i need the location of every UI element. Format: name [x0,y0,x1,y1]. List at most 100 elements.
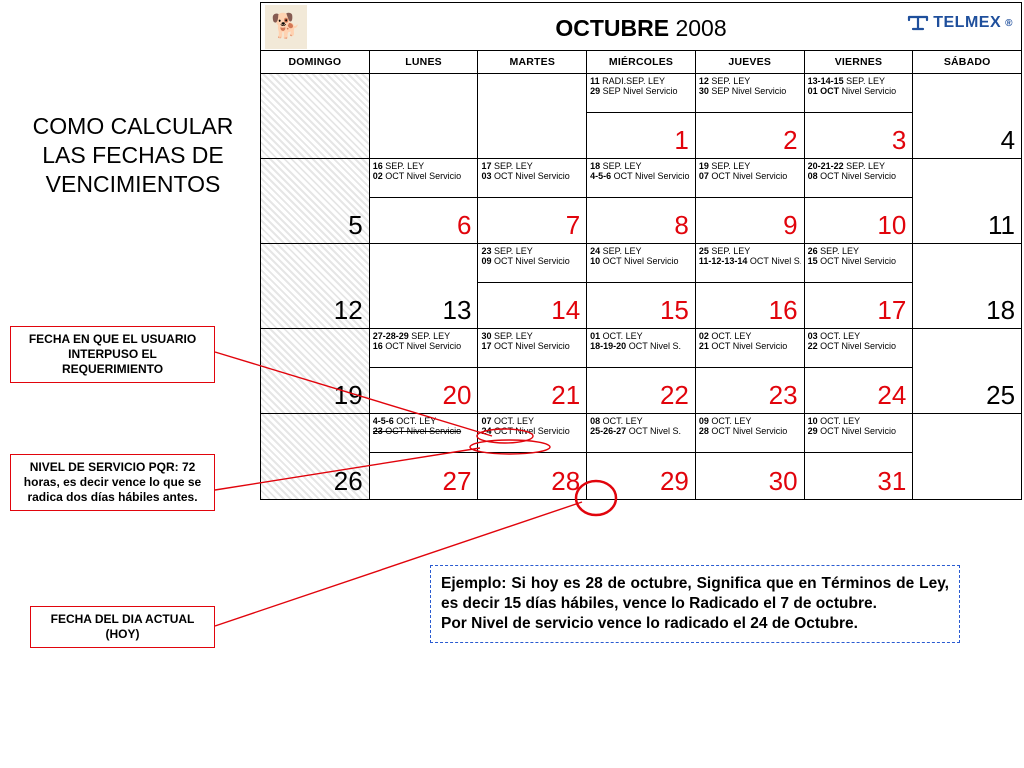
calendar-cell: 02 OCT. LEY21 OCT Nivel Servicio23 [696,329,805,413]
cell-note-2: 24 OCT Nivel Servicio [481,426,583,436]
calendar-cell: 18 [913,244,1021,328]
slide-root: COMO CALCULAR LAS FECHAS DE VENCIMIENTOS… [0,0,1024,768]
cell-note-1: 30 SEP. LEY [481,331,583,341]
calendar-cell: 09 OCT. LEY28 OCT Nivel Servicio 30 [696,414,805,499]
cell-notes: 02 OCT. LEY21 OCT Nivel Servicio [699,331,801,352]
day-number: 6 [457,210,471,241]
cell-notes: 16 SEP. LEY02 OCT Nivel Servicio [373,161,475,182]
cell-note-2: 16 OCT Nivel Servicio [373,341,475,351]
dayname-cell: JUEVES [696,51,805,73]
calendar-cell: 18 SEP. LEY4-5-6 OCT Nivel Servicio8 [587,159,696,243]
brand-text: TELMEX [933,14,1001,32]
day-number: 26 [334,466,363,497]
day-number: 15 [660,295,689,326]
example-line-1: Ejemplo: Si hoy es 28 de octubre, Signif… [441,574,949,614]
cell-notes: 27-28-29 SEP. LEY16 OCT Nivel Servicio [373,331,475,352]
cell-note-1: 02 OCT. LEY [699,331,801,341]
calendar-cell: 4-5-6 OCT. LEY23 OCT Nivel Servicio 27 [370,414,479,499]
cell-note-2: 02 OCT Nivel Servicio [373,171,475,181]
cell-note-1: 10 OCT. LEY [808,416,910,426]
cell-note-1: 26 SEP. LEY [808,246,910,256]
calendar-row: 5 16 SEP. LEY02 OCT Nivel Servicio 6 17 SEP… [261,159,1021,244]
calendar-cell: 25 [913,329,1021,413]
annotation-today: FECHA DEL DIA ACTUAL (HOY) [30,606,215,648]
calendar-row: 19 27-28-29 SEP. LEY16 OCT Nivel Servicio… [261,329,1021,414]
cell-note-2: 17 OCT Nivel Servicio [481,341,583,351]
cell-note-2: 29 SEP Nivel Servicio [590,86,692,96]
cell-note-2: 30 SEP Nivel Servicio [699,86,801,96]
cell-notes: 26 SEP. LEY15 OCT Nivel Servicio [808,246,910,267]
slide-title: COMO CALCULAR LAS FECHAS DE VENCIMIENTOS [8,112,258,198]
day-number: 4 [1001,125,1015,156]
example-box: Ejemplo: Si hoy es 28 de octubre, Signif… [430,565,960,643]
cell-notes: 01 OCT. LEY18-19-20 OCT Nivel S. [590,331,692,352]
cell-notes: 09 OCT. LEY28 OCT Nivel Servicio [699,416,801,437]
cell-note-2: 07 OCT Nivel Servicio [699,171,801,181]
cell-note-2: 01 OCT Nivel Servicio [808,86,910,96]
brand-icon [907,13,929,33]
calendar-cell: 16 SEP. LEY02 OCT Nivel Servicio 6 [370,159,479,243]
cell-note-2: 28 OCT Nivel Servicio [699,426,801,436]
cell-note-2: 09 OCT Nivel Servicio [481,256,583,266]
cell-note-1: 11 RADI.SEP. LEY [590,76,692,86]
calendar: 🐕 OCTUBRE 2008 TELMEX® DOMINGOLUNESMARTE… [260,2,1022,500]
calendar-cell: 23 SEP. LEY09 OCT Nivel Servicio 14 [478,244,587,328]
day-number: 24 [877,380,906,411]
calendar-cell: 26 SEP. LEY15 OCT Nivel Servicio17 [805,244,914,328]
cell-notes: 13-14-15 SEP. LEY01 OCT Nivel Servicio [808,76,910,97]
example-line-2: Por Nivel de servicio vence lo radicado … [441,614,949,634]
cell-note-1: 18 SEP. LEY [590,161,692,171]
calendar-row: 264-5-6 OCT. LEY23 OCT Nivel Servicio270… [261,414,1021,499]
day-number: 16 [769,295,798,326]
cell-note-1: 25 SEP. LEY [699,246,801,256]
calendar-cell: 12 SEP. LEY30 SEP Nivel Servicio 2 [696,74,805,158]
cell-note-1: 16 SEP. LEY [373,161,475,171]
cell-notes: 19 SEP. LEY07 OCT Nivel Servicio [699,161,801,182]
dayname-row: DOMINGOLUNESMARTESMIÉRCOLESJUEVESVIERNES… [261,51,1021,74]
cell-note-2: 03 OCT Nivel Servicio [481,171,583,181]
day-number: 30 [769,466,798,497]
day-number: 10 [877,210,906,241]
cell-notes: 4-5-6 OCT. LEY23 OCT Nivel Servicio [373,416,475,437]
dayname-cell: MARTES [478,51,587,73]
calendar-cell: 12 [261,244,370,328]
calendar-cell: 25 SEP. LEY11-12-13-14 OCT Nivel S. 16 [696,244,805,328]
cell-note-1: 01 OCT. LEY [590,331,692,341]
cell-notes: 23 SEP. LEY09 OCT Nivel Servicio [481,246,583,267]
calendar-cell [913,414,1021,499]
cell-note-1: 19 SEP. LEY [699,161,801,171]
cell-note-2: 25-26-27 OCT Nivel S. [590,426,692,436]
calendar-cell: 19 [261,329,370,413]
dayname-cell: MIÉRCOLES [587,51,696,73]
cell-note-1: 27-28-29 SEP. LEY [373,331,475,341]
cell-note-1: 12 SEP. LEY [699,76,801,86]
day-number: 31 [877,466,906,497]
day-number: 27 [443,466,472,497]
day-number: 9 [783,210,797,241]
calendar-cell: 11 RADI.SEP. LEY29 SEP Nivel Servicio1 [587,74,696,158]
calendar-cell: 01 OCT. LEY18-19-20 OCT Nivel S.22 [587,329,696,413]
calendar-cell [478,74,587,158]
day-number: 7 [566,210,580,241]
calendar-cell: 11 [913,159,1021,243]
day-number: 3 [892,125,906,156]
dayname-cell: LUNES [370,51,479,73]
day-number: 2 [783,125,797,156]
calendar-cell: 10 OCT. LEY29 OCT Nivel Servicio31 [805,414,914,499]
day-number: 5 [348,210,362,241]
calendar-cell: 07 OCT. LEY24 OCT Nivel Servicio28 [478,414,587,499]
day-number: 11 [988,210,1015,241]
day-number: 19 [334,380,363,411]
calendar-row: 11 RADI.SEP. LEY29 SEP Nivel Servicio112… [261,74,1021,159]
annotation-service-level: NIVEL DE SERVICIO PQR: 72 horas, es deci… [10,454,215,511]
day-number: 14 [551,295,580,326]
calendar-cell: 30 SEP. LEY17 OCT Nivel Servicio21 [478,329,587,413]
dayname-cell: VIERNES [805,51,914,73]
cell-note-2: 11-12-13-14 OCT Nivel S. [699,256,801,266]
calendar-cell: 19 SEP. LEY07 OCT Nivel Servicio 9 [696,159,805,243]
cell-notes: 11 RADI.SEP. LEY29 SEP Nivel Servicio [590,76,692,97]
calendar-cell: 5 [261,159,370,243]
cell-note-1: 09 OCT. LEY [699,416,801,426]
cell-notes: 17 SEP. LEY03 OCT Nivel Servicio [481,161,583,182]
cell-note-1: 20-21-22 SEP. LEY [808,161,910,171]
